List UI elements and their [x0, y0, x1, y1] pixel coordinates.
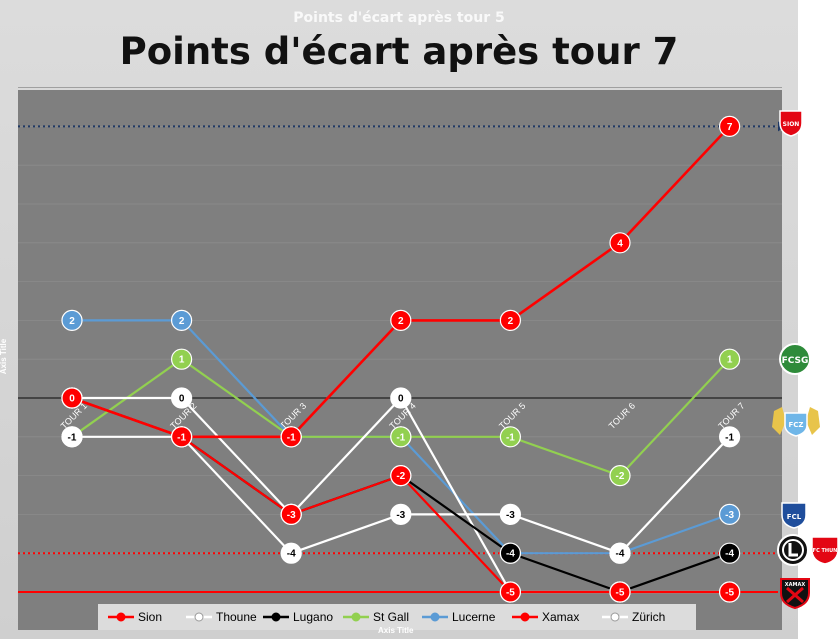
data-label: 0 — [179, 394, 185, 405]
data-label: 2 — [179, 316, 185, 327]
data-label: -1 — [68, 432, 77, 443]
data-label: -1 — [287, 432, 296, 443]
legend-swatch-marker — [520, 612, 530, 622]
data-point — [718, 426, 741, 448]
sion-logo-text: SION — [783, 121, 800, 128]
legend-swatch-marker — [430, 612, 440, 622]
data-point — [61, 387, 83, 409]
data-label: -5 — [725, 588, 734, 599]
y-axis-title: Axis Title — [0, 338, 9, 375]
lucerne-logo-text: FCL — [787, 513, 802, 521]
chart-title: Points d'écart après tour 7 — [119, 30, 679, 73]
xamax-logo-icon: XAMAX — [780, 578, 810, 610]
data-point — [499, 309, 521, 331]
data-point — [499, 503, 521, 526]
data-point — [718, 115, 741, 138]
legend-swatch-marker — [194, 612, 204, 622]
data-label: 2 — [508, 316, 514, 327]
data-point — [280, 542, 302, 564]
data-point — [718, 542, 741, 564]
ghost-title: Points d'écart après tour 5 — [293, 10, 505, 26]
data-point — [171, 348, 193, 370]
legend-label: Lucerne — [452, 610, 496, 624]
data-label: -4 — [725, 549, 734, 560]
lugano-logo-icon — [777, 534, 809, 566]
data-point — [390, 309, 412, 331]
zurich-logo-icon: FCZ — [772, 407, 820, 437]
data-label: 1 — [727, 355, 733, 366]
data-label: -4 — [506, 549, 515, 560]
data-point — [61, 426, 83, 448]
legend: Sion Thoune Lugano St Gall Lucerne Xamax Züric… — [98, 604, 696, 630]
legend-swatch-marker — [116, 612, 126, 622]
data-label: -4 — [616, 549, 625, 560]
sion-logo-icon: SION — [779, 110, 803, 137]
legend-label: Zürich — [632, 610, 665, 624]
data-label: -5 — [616, 588, 625, 599]
x-axis-title: Axis Title — [378, 626, 414, 635]
data-label: -5 — [506, 588, 515, 599]
data-point — [280, 426, 302, 448]
data-label: 7 — [727, 122, 733, 133]
data-point — [499, 542, 521, 564]
data-point — [609, 581, 631, 603]
legend-label: Lugano — [293, 610, 333, 624]
legend-label: St Gall — [373, 610, 409, 624]
xamax-logo-text: XAMAX — [785, 582, 806, 588]
data-label: 0 — [398, 394, 404, 405]
series-points: 22-1-1-4-4-3-11-1-1-1-21-1-1-4-3-3-4-100… — [61, 115, 741, 603]
data-point — [718, 503, 741, 526]
data-label: 2 — [69, 316, 75, 327]
zurich-logo-text: FCZ — [789, 421, 804, 429]
plot-area — [18, 90, 782, 630]
data-point — [171, 426, 193, 448]
data-label: -4 — [287, 549, 296, 560]
data-point — [390, 387, 412, 409]
lucerne-logo-icon: FCL — [781, 502, 807, 529]
data-label: -2 — [396, 471, 405, 482]
data-point — [171, 309, 193, 331]
data-label: 1 — [179, 355, 185, 366]
data-point — [61, 309, 83, 331]
data-label: 0 — [69, 394, 75, 405]
data-point — [718, 581, 741, 603]
data-label: -2 — [616, 471, 625, 482]
stgall-logo-icon: FCSG — [779, 343, 811, 375]
legend-label: Xamax — [542, 610, 579, 624]
data-point — [499, 426, 521, 448]
data-point — [390, 465, 412, 487]
data-point — [390, 426, 412, 448]
data-point — [609, 465, 631, 487]
legend-label: Thoune — [216, 610, 257, 624]
data-label: -1 — [725, 432, 734, 443]
data-point — [280, 503, 302, 526]
data-point — [718, 348, 741, 370]
data-label: -1 — [506, 432, 515, 443]
stgall-logo-text: FCSG — [782, 356, 809, 366]
data-point — [171, 387, 193, 409]
data-label: -3 — [287, 510, 296, 521]
data-point — [390, 503, 412, 526]
data-point — [499, 581, 521, 603]
data-label: 2 — [398, 316, 404, 327]
data-point — [609, 542, 631, 564]
data-label: -1 — [177, 432, 186, 443]
data-label: -1 — [396, 432, 405, 443]
legend-label: Sion — [138, 610, 162, 624]
legend-swatch-marker — [351, 612, 361, 622]
legend-swatch-marker — [610, 612, 620, 622]
thoune-logo-text: FC THUN — [813, 548, 838, 554]
data-label: -3 — [396, 510, 405, 521]
legend-swatch-marker — [271, 612, 281, 622]
data-point — [609, 232, 631, 254]
thoune-logo-icon: FC THUN — [811, 536, 839, 565]
data-label: -3 — [725, 510, 734, 521]
data-label: 4 — [617, 238, 623, 249]
data-label: -3 — [506, 510, 515, 521]
